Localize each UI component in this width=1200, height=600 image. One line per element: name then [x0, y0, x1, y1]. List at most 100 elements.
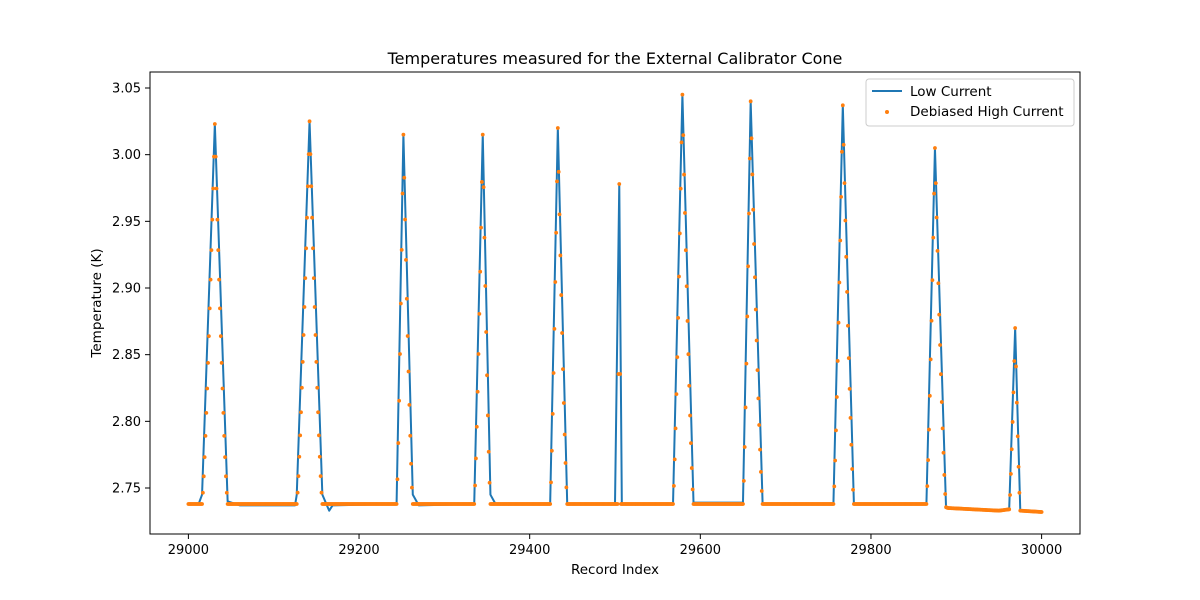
- scatter-point: [220, 386, 225, 391]
- scatter-point: [551, 371, 556, 375]
- scatter-point: [312, 305, 317, 309]
- scatter-point: [1012, 359, 1017, 363]
- scatter-point: [742, 445, 747, 449]
- scatter-point: [305, 215, 309, 220]
- scatter-point: [1010, 420, 1015, 424]
- scatter-point: [942, 473, 947, 477]
- y-axis-ticks: 2.75 2.80 2.85 2.90 2.95 3.00 3.05: [112, 82, 150, 497]
- scatter-point: [835, 359, 840, 363]
- scatter-point: [206, 334, 211, 339]
- scatter-point: [927, 427, 931, 432]
- scatter-point: [759, 489, 764, 493]
- scatter-point: [398, 301, 403, 306]
- scatter-point: [410, 485, 414, 490]
- scatter-point: [931, 235, 936, 240]
- scatter-point: [474, 424, 479, 429]
- scatter-point: [842, 181, 847, 186]
- scatter-point: [563, 461, 568, 465]
- scatter-point: [409, 461, 413, 466]
- scatter-point: [224, 474, 228, 479]
- legend-label-debiased-high-current: Debiased High Current: [910, 104, 1064, 120]
- scatter-point: [221, 411, 226, 415]
- scatter-point: [210, 217, 215, 222]
- scatter-point: [560, 331, 564, 335]
- scatter-point: [559, 293, 564, 297]
- scatter-point: [549, 448, 554, 453]
- scatter-point: [405, 334, 410, 338]
- scatter-point: [555, 179, 559, 184]
- scatter-point: [674, 392, 679, 397]
- scatter-point: [217, 277, 222, 282]
- x-tick-label: 29600: [680, 543, 721, 558]
- scatter-point: [481, 185, 486, 190]
- scatter-point: [756, 396, 761, 401]
- scatter-point: [555, 126, 560, 130]
- x-tick-label: 29400: [509, 543, 550, 558]
- scatter-point: [1011, 390, 1016, 395]
- scatter-point: [851, 487, 855, 492]
- scatter-point: [615, 502, 620, 506]
- scatter-point: [748, 99, 753, 104]
- scatter-point: [472, 502, 477, 506]
- scatter-point: [403, 217, 408, 222]
- scatter-point: [837, 280, 842, 285]
- scatter-point: [404, 296, 409, 301]
- scatter-point: [831, 502, 836, 506]
- scatter-point: [844, 254, 849, 259]
- scatter-point: [480, 132, 485, 137]
- scatter-point: [215, 217, 220, 222]
- scatter-point: [933, 146, 937, 150]
- scatter-point: [301, 333, 306, 337]
- scatter-point: [294, 502, 299, 506]
- x-tick-label: 29200: [338, 543, 379, 558]
- y-tick-label: 2.75: [112, 482, 141, 497]
- scatter-point: [753, 275, 757, 280]
- scatter-point: [401, 132, 406, 137]
- scatter-point: [677, 231, 682, 236]
- scatter-point: [840, 149, 844, 154]
- scatter-point: [747, 156, 752, 161]
- scatter-point: [203, 433, 208, 438]
- scatter-point: [939, 400, 944, 404]
- scatter-point: [218, 334, 223, 339]
- scatter-point: [749, 136, 754, 141]
- scatter-point: [832, 484, 837, 489]
- scatter-point: [688, 413, 692, 418]
- scatter-point: [937, 312, 942, 317]
- scatter-point: [311, 276, 316, 281]
- y-tick-label: 2.90: [112, 282, 141, 297]
- x-tick-label: 30000: [1021, 543, 1062, 558]
- scatter-point: [1009, 447, 1014, 452]
- scatter-point: [757, 423, 762, 427]
- scatter-point: [397, 398, 402, 403]
- scatter-point: [216, 248, 221, 252]
- plot-frame: [149, 71, 1081, 535]
- scatter-point: [396, 441, 401, 445]
- scatter-point: [1015, 434, 1020, 439]
- scatter-point: [617, 182, 622, 186]
- scatter-point: [223, 455, 227, 460]
- legend-label-low-current: Low Current: [910, 84, 992, 100]
- scatter-point: [673, 426, 678, 431]
- scatter-point: [564, 485, 569, 490]
- scatter-point: [933, 181, 938, 186]
- scatter-point: [838, 238, 843, 243]
- scatter-point: [310, 215, 315, 220]
- scatter-point: [836, 320, 841, 325]
- scatter-point: [689, 441, 693, 446]
- scatter-point: [758, 447, 762, 452]
- scatter-point: [678, 186, 683, 191]
- scatter-point: [314, 360, 319, 364]
- scatter-point: [845, 290, 849, 294]
- scatter-point: [205, 386, 210, 391]
- scatter-point: [1014, 400, 1019, 405]
- legend-frame: [865, 78, 1075, 127]
- scatter-point: [552, 326, 557, 331]
- scatter-point: [548, 502, 553, 506]
- scatter-point: [1013, 326, 1018, 330]
- scatter-point: [940, 426, 945, 431]
- scatter-point: [311, 246, 315, 251]
- scatter-point: [478, 269, 483, 274]
- scatter-point: [477, 311, 482, 316]
